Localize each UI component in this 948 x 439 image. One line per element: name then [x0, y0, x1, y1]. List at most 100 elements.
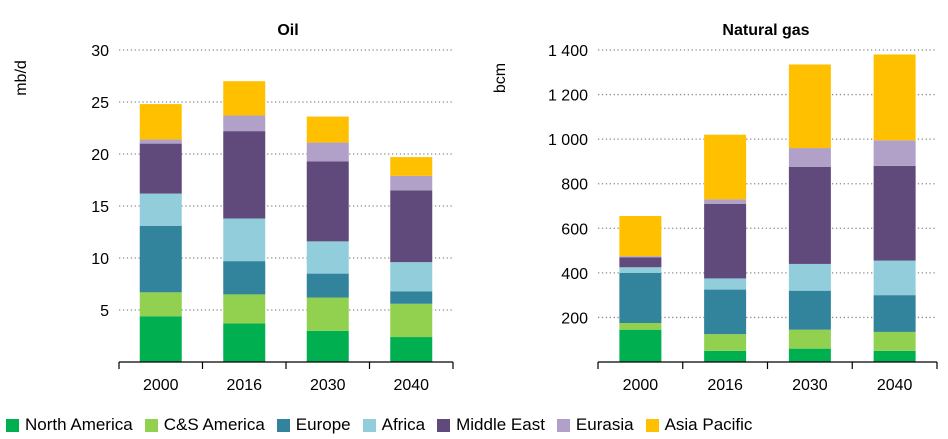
bar-segment: [619, 329, 662, 362]
bar-segment: [704, 203, 747, 279]
bar-segment: [704, 289, 747, 335]
bar-segment: [139, 143, 182, 194]
bar-segment: [390, 175, 433, 191]
y-tick-label: 200: [561, 310, 588, 327]
charts-canvas: Oil mb/d 5 10 15 20 25 30 2000 2016 2030 2040 Natura…: [13, 22, 938, 394]
bar-segment: [704, 350, 747, 362]
bar-segment: [139, 292, 182, 317]
bar-segment: [139, 104, 182, 140]
x-tick-label: 2030: [310, 377, 346, 394]
bar-segment: [873, 295, 916, 332]
x-tick-label: 2016: [707, 377, 743, 394]
legend-item-europe: Europe: [276, 415, 351, 435]
bar-segment: [390, 190, 433, 263]
legend-swatch: [437, 418, 451, 432]
bar-segment: [873, 350, 916, 362]
bar-segment: [306, 330, 349, 362]
bar-segment: [619, 323, 662, 330]
legend: North America C&S America Europe Africa …: [0, 414, 948, 436]
bar-segment: [223, 261, 266, 295]
y-tick-label: 400: [561, 266, 588, 283]
y-tick-label: 15: [91, 199, 109, 216]
legend-swatch: [362, 418, 376, 432]
y-tick-label: 20: [91, 147, 109, 164]
legend-item-north-america: North America: [6, 415, 133, 435]
bar-segment: [873, 260, 916, 296]
bar-segment: [619, 257, 662, 268]
bar-segment: [390, 303, 433, 338]
bar-segment: [619, 216, 662, 257]
bar-segment: [139, 316, 182, 362]
bar-segment: [306, 142, 349, 162]
legend-item-middle-east: Middle East: [437, 415, 545, 435]
bar-segment: [306, 116, 349, 143]
bar-segment: [223, 81, 266, 116]
y-tick-label: 1 000: [548, 132, 588, 149]
bar-segment: [873, 54, 916, 141]
bar-segment: [788, 329, 831, 349]
legend-label: Middle East: [456, 415, 545, 434]
bar-segment: [139, 139, 182, 144]
legend-swatch: [276, 418, 290, 432]
bar-segment: [873, 165, 916, 261]
bar-segment: [704, 199, 747, 204]
bar-segment: [873, 140, 916, 166]
bar-segment: [139, 225, 182, 293]
x-tick-label: 2000: [143, 377, 179, 394]
bar-segment: [306, 241, 349, 274]
y-tick-label: 1 200: [548, 88, 588, 105]
bar-segment: [390, 262, 433, 292]
bar-segment: [223, 323, 266, 362]
legend-item-asia-pacific: Asia Pacific: [645, 415, 753, 435]
bar-segment: [788, 148, 831, 167]
bar-segment: [306, 273, 349, 298]
legend-label: Europe: [295, 415, 351, 434]
bar-segment: [788, 263, 831, 291]
bar-segment: [704, 134, 747, 200]
y-tick-label: 5: [100, 303, 109, 320]
bar-segment: [619, 256, 662, 258]
y-tick-label: 25: [91, 95, 109, 112]
bar-segment: [788, 167, 831, 264]
bar-segment: [223, 115, 266, 132]
legend-label: Eurasia: [575, 415, 634, 434]
bar-segment: [788, 290, 831, 330]
legend-label: C&S America: [163, 415, 265, 434]
bar-segment: [223, 218, 266, 262]
y-tick-label: 800: [561, 177, 588, 194]
y-tick-label: 10: [91, 251, 109, 268]
legend-swatch: [645, 418, 659, 432]
y-tick-label: 600: [561, 221, 588, 238]
legend-item-africa: Africa: [362, 415, 426, 435]
legend-swatch: [144, 418, 158, 432]
legend-label: Africa: [381, 415, 426, 434]
bar-segment: [704, 278, 747, 290]
bar-segment: [306, 161, 349, 242]
bar-segment: [704, 334, 747, 351]
legend-label: Asia Pacific: [664, 415, 753, 434]
x-tick-label: 2030: [792, 377, 828, 394]
chart-title: Natural gas: [722, 22, 809, 39]
bar-segment: [390, 337, 433, 362]
x-tick-label: 2000: [623, 377, 659, 394]
legend-swatch: [6, 418, 19, 432]
bar-segment: [223, 131, 266, 219]
x-tick-label: 2016: [226, 377, 262, 394]
bar-segment: [139, 193, 182, 226]
legend-label: North America: [25, 415, 133, 434]
y-axis-label: mb/d: [13, 60, 30, 96]
bar-segment: [223, 294, 266, 324]
bar-segment: [619, 267, 662, 273]
bar-segment: [306, 297, 349, 331]
y-tick-label: 30: [91, 43, 109, 60]
chart-title: Oil: [277, 22, 298, 39]
bar-segment: [390, 157, 433, 176]
y-axis-label: bcm: [492, 63, 509, 93]
bar-segment: [619, 272, 662, 323]
x-tick-label: 2040: [393, 377, 429, 394]
bar-segment: [390, 291, 433, 304]
bar-segment: [788, 64, 831, 149]
y-tick-label: 1 400: [548, 43, 588, 60]
legend-swatch: [556, 418, 570, 432]
